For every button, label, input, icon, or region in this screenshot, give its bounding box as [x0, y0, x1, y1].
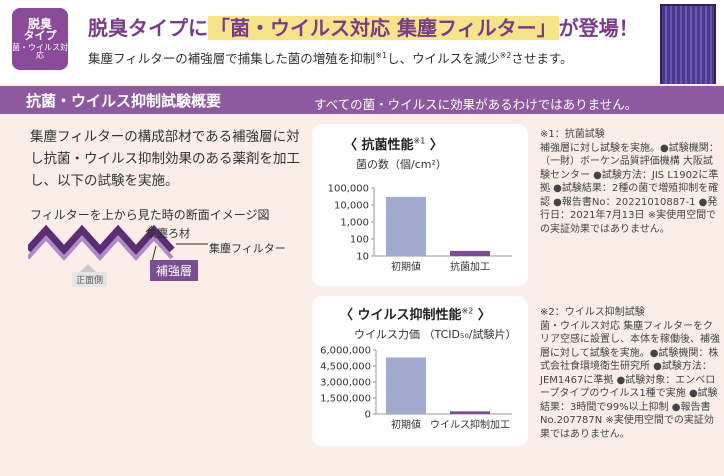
media-label: 集塵ろ材 — [146, 227, 190, 240]
section-title: 抗菌・ウイルス抑制試験概要 — [26, 92, 222, 110]
filter-media-zigzag — [28, 224, 175, 256]
headline: 脱臭タイプに 「菌・ウイルス対応 集塵フィルター」 が登場！ — [88, 12, 639, 41]
bar-treated — [450, 411, 490, 414]
chart1-title: 〈 抗菌性能※1 〉 — [344, 134, 443, 153]
filter-product-image — [660, 4, 716, 90]
x-category-label: 初期値 — [391, 260, 421, 273]
diagram-title: フィルターを上から見た時の断面イメージ図 — [30, 208, 270, 222]
y-tick-label: 4,500,000 — [320, 362, 371, 373]
x-category-label: ウイルス抑制加工 — [430, 418, 510, 431]
antiviral-bar-chart: 6,000,000 4,500,000 3,000,000 1,500,000 0 初期値… — [320, 346, 512, 431]
y-tick-label: 6,000,000 — [320, 346, 371, 357]
reinforce-layer-label: 補強層 — [150, 260, 199, 281]
badge-line1: 脱臭 — [27, 16, 52, 31]
headline-after: が登場！ — [558, 16, 639, 40]
antibacterial-chart-card: 〈 抗菌性能※1 〉 菌の数（個/cm²） 100,000 10,000 1,000… — [312, 124, 528, 286]
y-tick-label: 3,000,000 — [320, 378, 371, 389]
headline-highlight: 「菌・ウイルス対応 集塵フィルター」 — [208, 16, 559, 40]
chart1-title-text: 〈 抗菌性能 — [344, 138, 414, 153]
y-tick-label: 10,000 — [334, 201, 369, 212]
chart2-title-text: 〈 ウイルス抑制性能 — [340, 308, 462, 323]
antibacterial-bar-chart: 100,000 10,000 1,000 100 10 初期値 抗菌加工 — [328, 184, 512, 273]
y-tick-label: 100,000 — [328, 184, 369, 195]
disclaimer-note: すべての菌・ウイルスに効果があるわけではありません。 — [314, 97, 638, 112]
y-tick-label: 0 — [365, 410, 371, 421]
filter-label: 集塵フィルター — [209, 242, 286, 255]
footnote-antibacterial: ※1：抗菌試験 補強層に対し試験を実施。●試験機関：（一財）ボーケン品質評価機構… — [540, 129, 719, 235]
y-tick-label: 1,000 — [340, 218, 369, 229]
subhead-mark1: ※1 — [375, 50, 388, 60]
chart2-title: 〈 ウイルス抑制性能※2 〉 — [340, 304, 491, 323]
chart1-title-after: 〉 — [425, 138, 443, 153]
chart2-mark: ※2 — [461, 306, 474, 316]
subhead-part3: させます。 — [511, 51, 573, 66]
subhead-part1: 集塵フィルターの補強層で捕集した菌の増殖を抑制 — [88, 51, 376, 66]
product-type-badge: 脱臭 タイプ 菌・ウイルス対応 — [12, 8, 68, 70]
chart2-title-after: 〉 — [473, 308, 491, 323]
section-banner — [0, 86, 724, 114]
subheadline: 集塵フィルターの補強層で捕集した菌の増殖を抑制※1し、ウイルスを減少※2させます… — [88, 48, 573, 67]
headline-before: 脱臭タイプに — [88, 16, 208, 40]
antiviral-chart-card: 〈 ウイルス抑制性能※2 〉 ウイルス力価 （TCID₅₀/試験片） 6,000… — [312, 296, 528, 446]
chart1-mark: ※1 — [413, 136, 426, 146]
badge-line2: タイプ — [23, 29, 57, 43]
subhead-mark2: ※2 — [499, 50, 512, 60]
footnote-antiviral: ※2：ウイルス抑制試験 菌・ウイルス対応 集塵フィルターをクリア空感に設置し、本… — [540, 307, 720, 440]
x-category-label: 抗菌加工 — [450, 260, 490, 273]
y-tick-label: 1,500,000 — [320, 394, 371, 405]
intro-text: 集塵フィルターの構成部材である補強層に対し抗菌・ウイルス抑制効果のある薬剤を加工… — [30, 129, 300, 189]
bar-initial — [386, 196, 426, 256]
reinforce-leader-line — [151, 245, 157, 263]
y-tick-label: 10 — [356, 252, 369, 263]
front-side-label: 正面側 — [72, 272, 108, 287]
reinforce-layer-zigzag — [28, 235, 174, 261]
bar-initial — [386, 357, 426, 414]
y-tick-label: 100 — [350, 235, 369, 246]
bar-treated — [450, 250, 490, 256]
badge-line3: 菌・ウイルス対応 — [12, 42, 68, 61]
subhead-part2: し、ウイルスを減少 — [387, 51, 500, 66]
material-leader-line — [145, 225, 153, 233]
x-category-label: 初期値 — [391, 418, 421, 431]
chart1-unit: 菌の数（個/cm²） — [356, 158, 447, 171]
chart2-unit: ウイルス力価 （TCID₅₀/試験片） — [354, 328, 517, 341]
